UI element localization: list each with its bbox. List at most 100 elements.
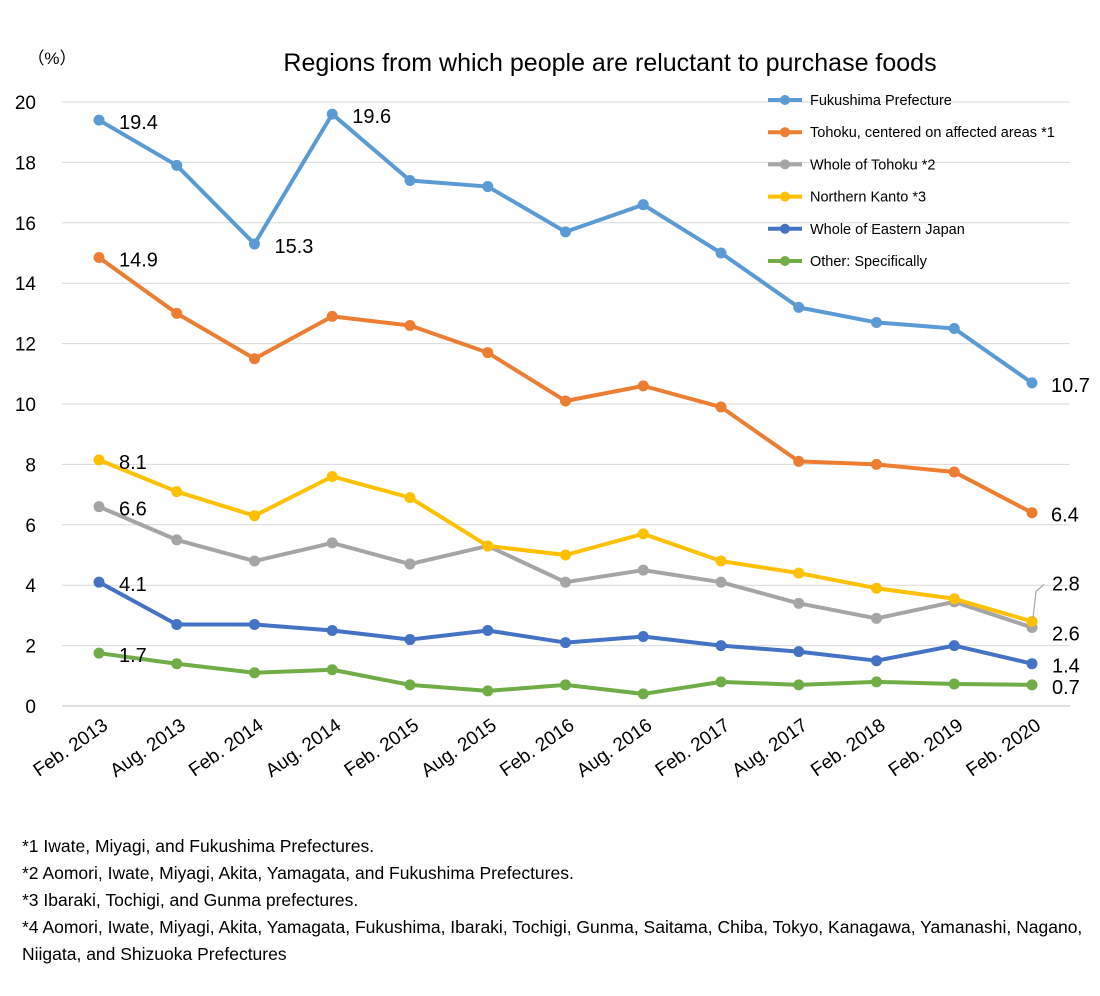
data-point [715, 576, 727, 588]
data-point [1026, 658, 1038, 670]
data-point [637, 631, 649, 643]
data-point [715, 555, 727, 567]
x-tick-label: Feb. 2017 [652, 715, 734, 781]
data-point [93, 501, 105, 513]
legend-label: Northern Kanto *3 [810, 190, 926, 206]
x-tick-label: Aug. 2016 [573, 715, 656, 782]
data-point [93, 114, 105, 126]
data-point [793, 301, 805, 313]
data-point [171, 486, 183, 498]
legend-swatch-marker [780, 127, 790, 138]
x-tick-label: Aug. 2013 [107, 715, 190, 782]
data-point [948, 323, 960, 334]
data-point [948, 593, 960, 605]
y-tick-label: 8 [25, 455, 36, 476]
data-label: 1.7 [119, 645, 147, 667]
data-point [948, 466, 960, 478]
data-point [404, 175, 416, 187]
data-point [171, 658, 183, 670]
data-point [171, 307, 183, 319]
series-line [97, 580, 1034, 666]
data-point [93, 576, 105, 588]
series-line [97, 255, 1034, 515]
data-label: 4.1 [119, 574, 147, 596]
legend-item: Tohoku, centered on affected areas *1 [768, 125, 1055, 141]
data-point [793, 455, 805, 467]
legend-swatch-marker [780, 191, 790, 202]
data-point [871, 676, 882, 688]
x-tick-label: Aug. 2017 [729, 715, 812, 782]
y-tick-label: 10 [15, 395, 36, 416]
data-point [326, 470, 338, 482]
data-point [249, 510, 260, 522]
data-point [715, 401, 727, 413]
y-tick-label: 6 [25, 516, 36, 537]
data-point [404, 679, 416, 691]
data-point [1026, 679, 1038, 691]
chart-title: Regions from which people are reluctant … [283, 49, 936, 77]
data-point [404, 634, 416, 646]
data-point [171, 618, 183, 630]
legend-swatch-marker [780, 159, 790, 170]
x-tick-label: Aug. 2014 [262, 715, 345, 782]
data-point [326, 664, 338, 676]
x-tick-label: Feb. 2014 [185, 715, 267, 782]
data-point [93, 454, 105, 466]
data-label: 0.7 [1052, 677, 1080, 699]
data-point [871, 582, 882, 594]
data-point [404, 319, 416, 331]
series-1 [93, 108, 1038, 389]
data-point [482, 540, 494, 552]
series-5 [93, 576, 1038, 670]
data-point [715, 640, 727, 652]
legend: Fukushima Prefecture Tohoku, centered on … [768, 93, 1055, 270]
footnote-1: *1 Iwate, Miyagi, and Fukushima Prefectu… [22, 836, 375, 856]
data-point [637, 380, 649, 392]
data-point [93, 647, 105, 659]
legend-item: Northern Kanto *3 [768, 190, 926, 206]
data-point [249, 353, 260, 365]
data-point [637, 199, 649, 211]
legend-item: Whole of Eastern Japan [768, 222, 965, 238]
label-leader-line [1032, 583, 1045, 619]
data-point [482, 685, 494, 697]
data-point [249, 667, 260, 679]
series-line [97, 112, 1034, 385]
data-point [326, 625, 338, 636]
series-lines: 19.4 15.3 19.6 10.7 14.9 6.4 6.6 2.6 8.1 2.8 4.1 1.… [93, 106, 1090, 700]
legend-item: Other: Specifically [768, 254, 928, 270]
data-point [1026, 615, 1038, 627]
data-label: 19.6 [352, 106, 391, 128]
y-tick-label: 18 [15, 153, 36, 174]
data-point [793, 679, 805, 691]
data-point [93, 252, 105, 264]
data-point [948, 640, 960, 652]
x-tick-label: Feb. 2019 [885, 715, 967, 781]
data-point [249, 238, 260, 250]
legend-swatch-marker [780, 223, 790, 234]
data-point [560, 576, 571, 588]
legend-swatch-marker [780, 95, 790, 105]
x-tick-label: Aug. 2015 [418, 715, 501, 782]
data-point [637, 688, 649, 700]
legend-item: Whole of Tohoku *2 [768, 157, 935, 173]
footnote-4: *4 Aomori, Iwate, Miyagi, Akita, Yamagat… [22, 917, 1083, 964]
y-tick-label: 0 [25, 697, 36, 718]
data-point [715, 676, 727, 688]
data-point [482, 347, 494, 359]
y-axis-tick-labels: 0 2 4 6 8 10 12 14 16 18 20 [15, 93, 37, 718]
data-label: 2.6 [1052, 623, 1080, 645]
data-label: 8.1 [119, 452, 147, 474]
series-6 [93, 647, 1038, 700]
footnote-2: *2 Aomori, Iwate, Miyagi, Akita, Yamagat… [22, 863, 574, 883]
data-point [715, 247, 727, 259]
data-point [171, 159, 183, 171]
data-label: 2.8 [1052, 573, 1080, 595]
data-label: 10.7 [1051, 375, 1090, 397]
data-point [948, 678, 960, 690]
y-axis-unit-label: （%） [27, 49, 76, 68]
data-point [326, 108, 338, 120]
data-point [326, 310, 338, 322]
y-tick-label: 20 [15, 93, 36, 114]
data-label: 19.4 [119, 112, 158, 134]
